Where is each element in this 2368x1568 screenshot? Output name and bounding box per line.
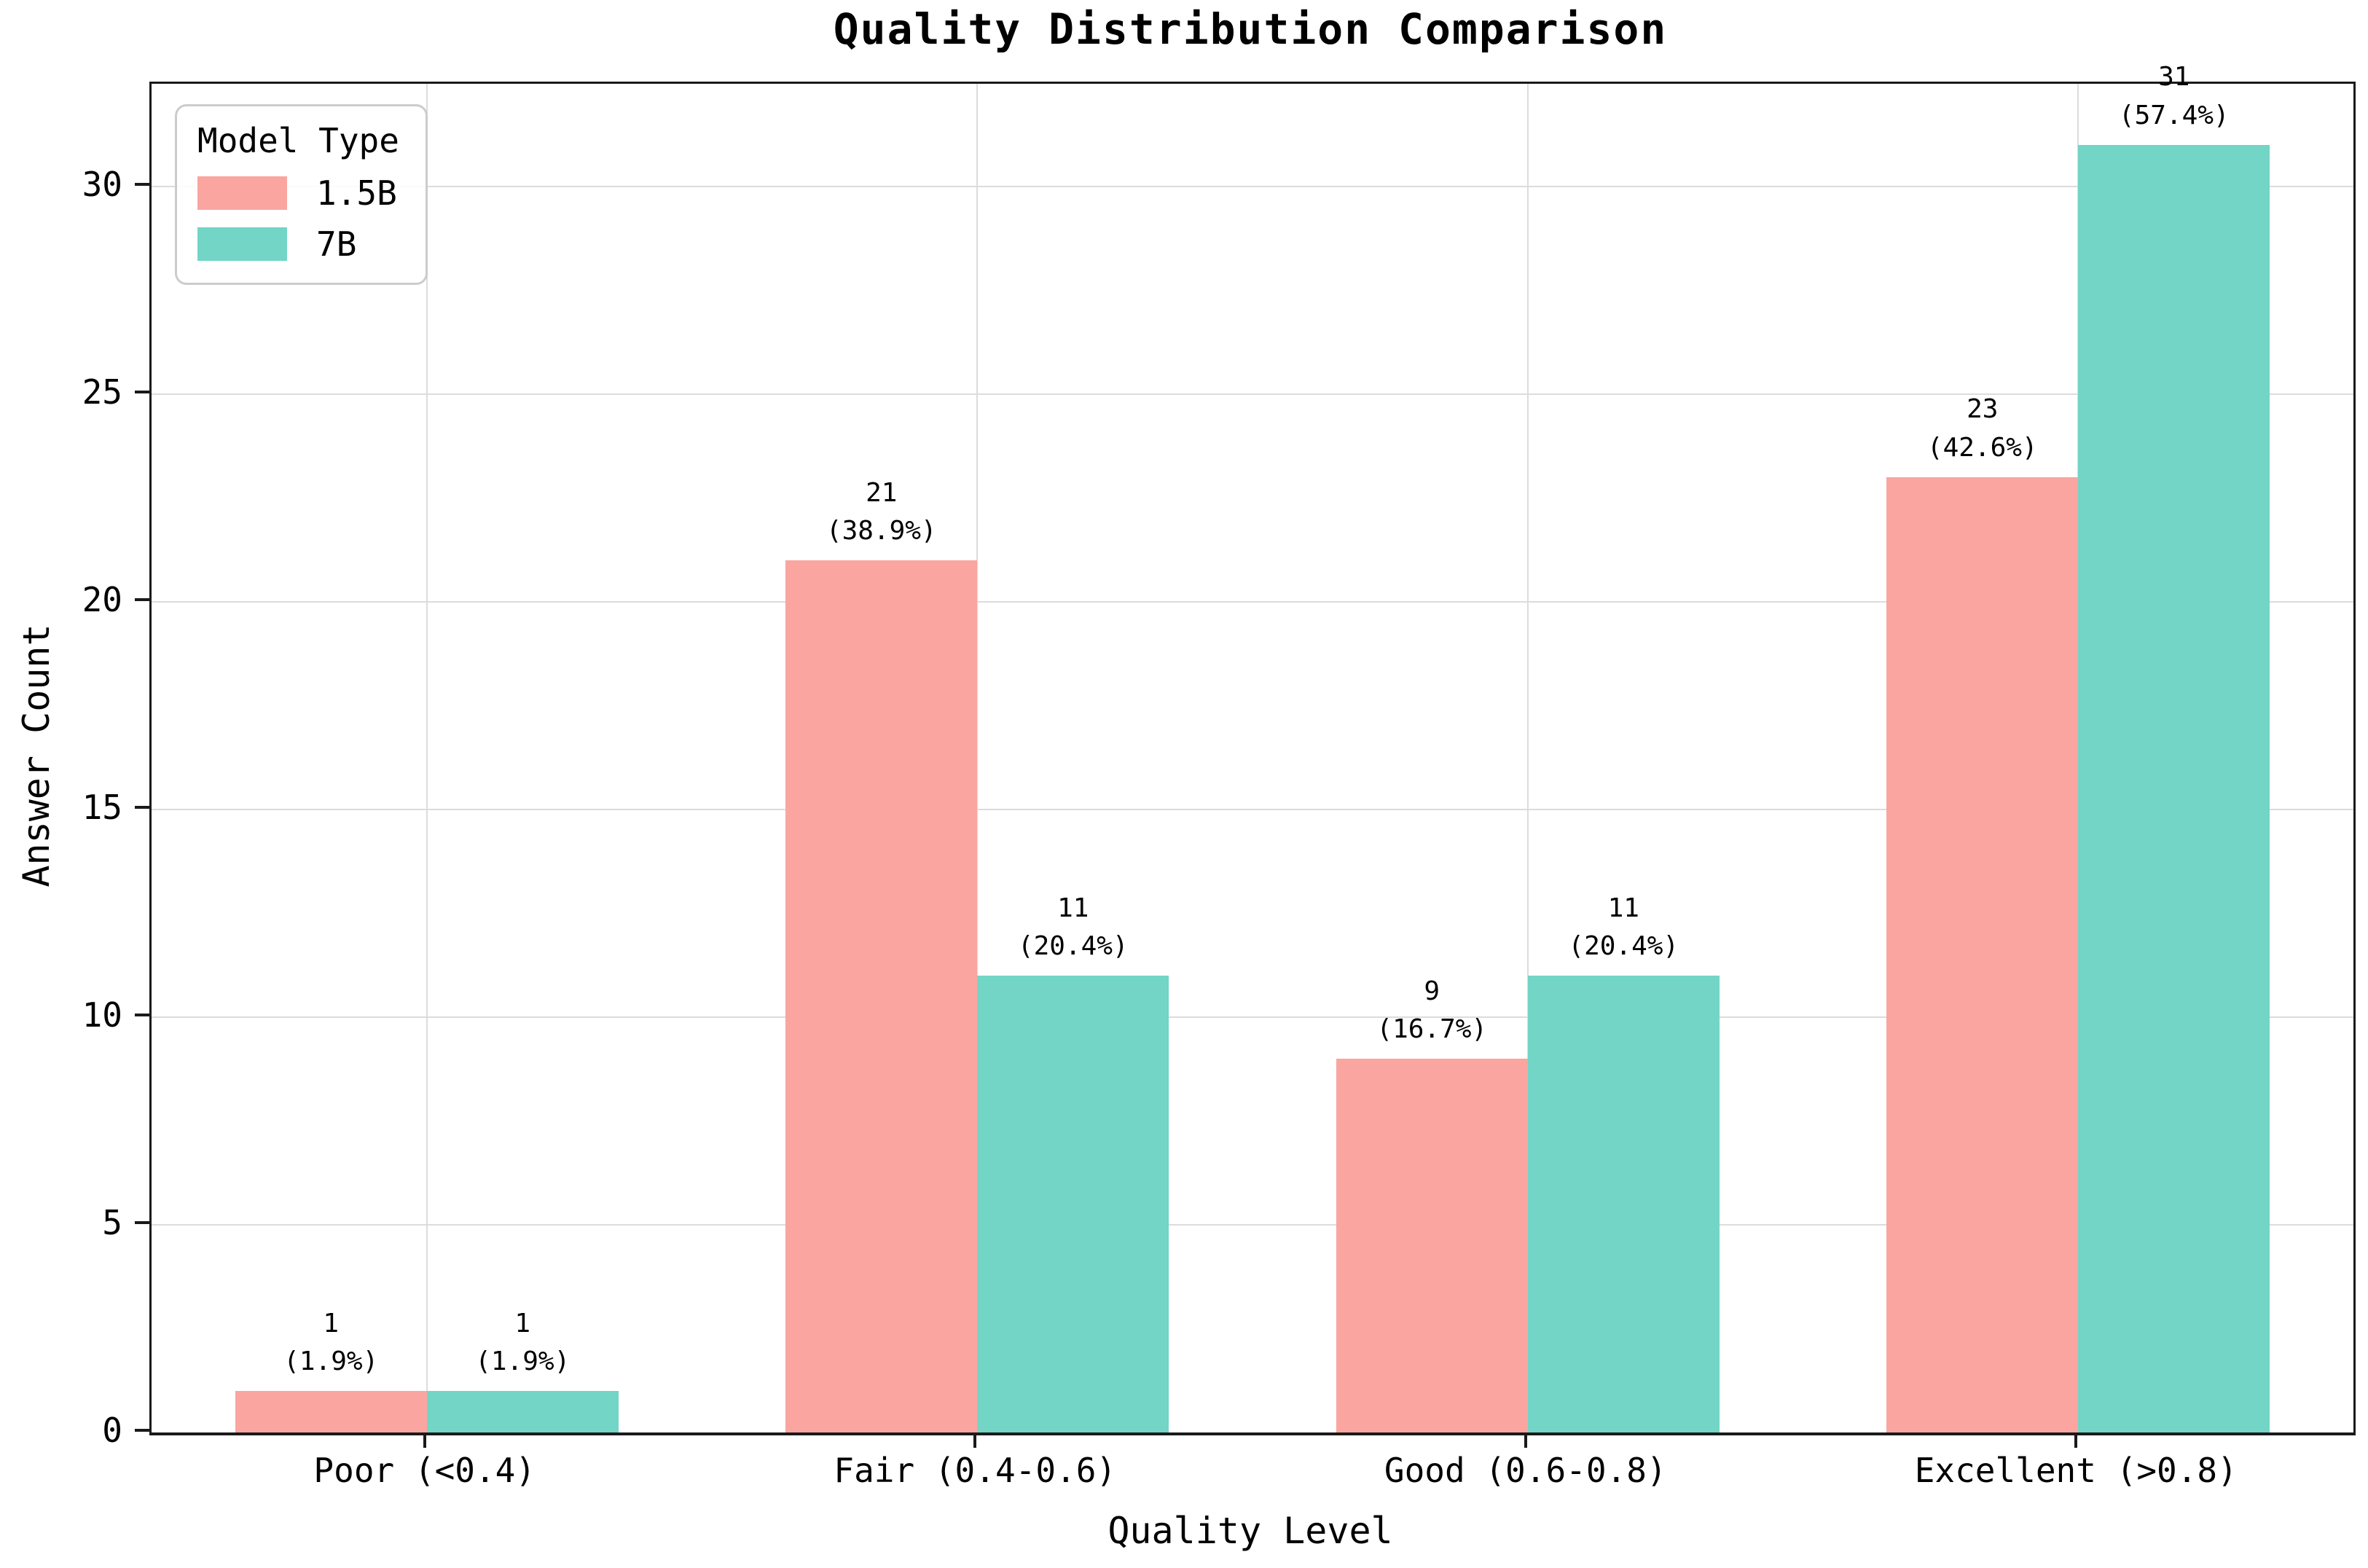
- bar-value-label: 21 (38.9%): [826, 474, 937, 550]
- bar-7B-cat0: [426, 1391, 619, 1432]
- ytick-mark-30: [135, 182, 149, 186]
- bar-count: 1: [323, 1308, 340, 1338]
- legend-box: Model Type 1.5B 7B: [175, 104, 428, 285]
- gridline-x-2: [1526, 84, 1529, 1432]
- legend-label: 7B: [316, 224, 357, 264]
- gridline-y-20: [152, 600, 2353, 603]
- bar-value-label: 1 (1.9%): [475, 1305, 570, 1381]
- gridline-y-15: [152, 808, 2353, 810]
- bar-percent: (42.6%): [1926, 432, 2038, 463]
- gridline-x-0: [426, 84, 428, 1432]
- xtick-mark-1: [973, 1433, 977, 1448]
- legend-items: 1.5B 7B: [197, 173, 399, 264]
- x-axis-title: Quality Level: [1107, 1510, 1393, 1552]
- bar-count: 1: [514, 1308, 531, 1338]
- legend-item-7B: 7B: [197, 224, 399, 264]
- gridline-y-25: [152, 393, 2353, 395]
- bar-percent: (16.7%): [1376, 1014, 1488, 1044]
- bar-percent: (57.4%): [2118, 100, 2230, 130]
- bar-count: 11: [1057, 893, 1089, 923]
- bar-count: 9: [1424, 976, 1440, 1006]
- ytick-mark-5: [135, 1220, 149, 1224]
- bar-7B-cat2: [1527, 975, 1720, 1432]
- legend-label: 1.5B: [316, 173, 397, 213]
- bar-value-label: 9 (16.7%): [1376, 973, 1487, 1048]
- ytick-mark-10: [135, 1013, 149, 1016]
- bar-1_5B-cat1: [785, 560, 978, 1432]
- ytick-label-30: 30: [82, 164, 122, 204]
- xtick-label-1: Fair (0.4-0.6): [834, 1451, 1117, 1490]
- ytick-mark-20: [135, 597, 149, 601]
- xtick-label-3: Excellent (>0.8): [1914, 1451, 2238, 1490]
- ytick-mark-25: [135, 390, 149, 393]
- gridline-y-30: [152, 185, 2353, 187]
- bar-1_5B-cat2: [1336, 1058, 1528, 1432]
- ytick-mark-0: [135, 1429, 149, 1432]
- bar-value-label: 31 (57.4%): [2119, 58, 2230, 134]
- bar-percent: (20.4%): [1017, 930, 1129, 961]
- chart-title: Quality Distribution Comparison: [833, 4, 1668, 54]
- bar-count: 11: [1607, 893, 1639, 923]
- bar-percent: (20.4%): [1568, 930, 1679, 961]
- bar-7B-cat1: [977, 975, 1169, 1432]
- ytick-mark-15: [135, 805, 149, 809]
- legend-item-1_5B: 1.5B: [197, 173, 399, 213]
- legend-title: Model Type: [197, 121, 399, 160]
- bar-count: 21: [866, 477, 898, 508]
- bar-7B-cat3: [2078, 144, 2270, 1432]
- xtick-mark-2: [1524, 1433, 1527, 1448]
- bar-percent: (1.9%): [475, 1346, 571, 1376]
- ytick-label-20: 20: [82, 579, 122, 619]
- legend-swatch: [197, 227, 287, 261]
- ytick-label-5: 5: [102, 1202, 122, 1242]
- xtick-label-2: Good (0.6-0.8): [1384, 1451, 1667, 1490]
- ytick-label-15: 15: [82, 787, 122, 827]
- bar-percent: (38.9%): [826, 515, 937, 546]
- bar-1_5B-cat3: [1886, 477, 2079, 1432]
- ytick-label-25: 25: [82, 372, 122, 412]
- ytick-label-0: 0: [102, 1411, 122, 1450]
- xtick-mark-3: [2074, 1433, 2078, 1448]
- gridline-x-1: [976, 84, 979, 1432]
- bar-count: 31: [2158, 62, 2190, 93]
- xtick-mark-0: [423, 1433, 426, 1448]
- gridline-y-5: [152, 1223, 2353, 1226]
- bar-value-label: 11 (20.4%): [1568, 890, 1679, 965]
- y-axis-title: Answer Count: [15, 624, 58, 887]
- bar-value-label: 11 (20.4%): [1018, 890, 1129, 965]
- plot-area: 1 (1.9%) 1 (1.9%) 21 (38.9%) 11 (20.4%) 9 (16.7%)…: [149, 62, 2356, 1435]
- ytick-label-10: 10: [82, 995, 122, 1035]
- bar-count: 23: [1967, 394, 1999, 425]
- bar-1_5B-cat0: [235, 1391, 427, 1432]
- legend-swatch: [197, 176, 287, 210]
- bar-value-label: 23 (42.6%): [1927, 391, 2038, 466]
- bar-percent: (1.9%): [283, 1346, 379, 1376]
- bar-value-label: 1 (1.9%): [283, 1305, 378, 1381]
- gridline-y-10: [152, 1016, 2353, 1018]
- xtick-label-0: Poor (<0.4): [313, 1451, 536, 1490]
